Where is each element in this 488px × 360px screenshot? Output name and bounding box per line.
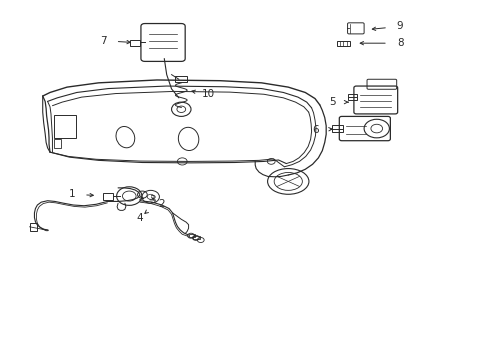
Bar <box>30 223 37 231</box>
Text: 9: 9 <box>396 21 403 31</box>
Text: 4: 4 <box>136 212 143 222</box>
Bar <box>54 139 61 148</box>
Text: 1: 1 <box>68 189 75 199</box>
Text: 5: 5 <box>329 97 336 107</box>
Bar <box>103 193 113 200</box>
Bar <box>175 76 187 82</box>
Bar <box>336 41 350 46</box>
Bar <box>130 40 140 46</box>
Text: 6: 6 <box>311 125 318 135</box>
Bar <box>188 234 195 237</box>
Text: 8: 8 <box>396 38 403 48</box>
Bar <box>331 125 342 132</box>
Text: 10: 10 <box>201 89 214 99</box>
Bar <box>193 236 200 239</box>
Text: 7: 7 <box>100 36 106 46</box>
Bar <box>347 94 357 100</box>
Text: 2: 2 <box>158 199 165 209</box>
Text: 3: 3 <box>148 195 155 205</box>
Bar <box>54 114 76 138</box>
